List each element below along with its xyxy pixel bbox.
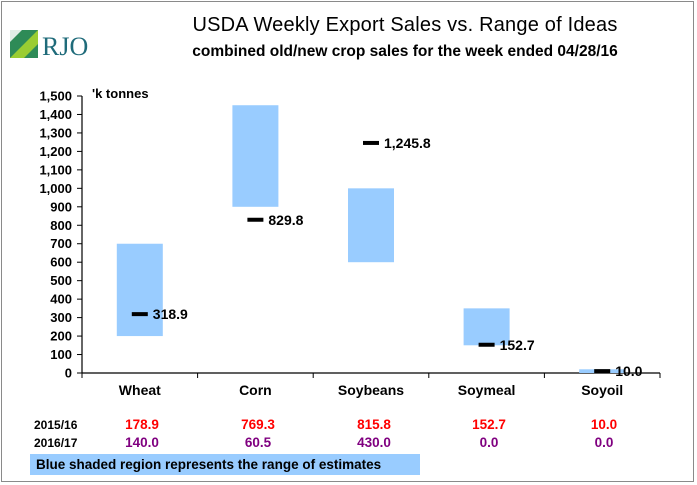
y-tick-label: 1,400	[39, 107, 72, 122]
cell-2015-16-soymeal: 152.7	[472, 417, 506, 432]
y-tick-label: 1,000	[39, 181, 72, 196]
cell-2016-17-wheat: 140.0	[125, 435, 159, 450]
actual-data-label: 10.0	[615, 363, 642, 379]
chart-subtitle: combined old/new crop sales for the week…	[192, 43, 618, 60]
y-tick-label: 1,100	[39, 162, 72, 177]
range-bar	[348, 188, 394, 263]
range-bar	[232, 105, 279, 207]
range-bars	[116, 105, 626, 373]
y-tick-label: 1,200	[39, 144, 72, 159]
y-axis: 0 100 200 300 400 500 600 700 800 900 1,000 1,100 1,…	[39, 89, 83, 381]
logo-mark-stripe	[10, 30, 38, 58]
cell-2016-17-corn: 60.5	[244, 435, 272, 450]
y-tick-label: 600	[50, 255, 72, 270]
y-tick-label: 300	[50, 310, 72, 325]
y-tick-label: 200	[50, 329, 72, 344]
cell-2015-16-corn: 769.3	[241, 417, 275, 432]
logo-text: RJO	[42, 32, 88, 61]
x-category-label: Corn	[239, 382, 272, 398]
y-tick-label: 900	[50, 199, 72, 214]
actual-data-label: 152.7	[500, 337, 535, 353]
row-label-2015-16: 2015/16	[34, 418, 78, 432]
x-axis: Wheat Corn Soybeans Soymeal Soyoil	[81, 372, 661, 398]
rjo-logo-icon: RJO	[10, 30, 88, 61]
y-tick-label: 1,500	[39, 89, 72, 104]
x-category-label: Wheat	[119, 382, 161, 398]
cell-2016-17-soymeal: 0.0	[479, 435, 499, 450]
row-label-2016-17: 2016/17	[34, 436, 78, 450]
y-tick-label: 700	[50, 236, 72, 251]
y-tick-label: 800	[50, 218, 72, 233]
chart-title: USDA Weekly Export Sales vs. Range of Id…	[192, 14, 618, 36]
cell-2015-16-soyoil: 10.0	[590, 417, 618, 432]
y-tick-label: 400	[50, 292, 72, 307]
x-category-label: Soyoil	[581, 382, 623, 398]
cell-2015-16-soybeans: 815.8	[357, 417, 391, 432]
y-axis-label: 'k tonnes	[92, 86, 149, 101]
cell-2015-16-wheat: 178.9	[125, 417, 159, 432]
actual-data-label: 318.9	[153, 306, 188, 322]
y-tick-label: 1,300	[39, 125, 72, 140]
logo-mark-corner	[10, 30, 22, 42]
y-tick-label: 500	[50, 273, 72, 288]
cell-2016-17-soyoil: 0.0	[594, 435, 614, 450]
actual-data-label: 829.8	[268, 212, 303, 228]
x-category-label: Soybeans	[338, 382, 404, 398]
cell-2016-17-soybeans: 430.0	[357, 435, 391, 450]
x-category-label: Soymeal	[458, 382, 516, 398]
y-tick-label: 100	[50, 347, 72, 362]
range-bar	[463, 308, 510, 346]
y-tick-label: 0	[65, 366, 72, 381]
range-bar-chart: 0 100 200 300 400 500 600 700 800 900 1,000 1,100 1,…	[39, 86, 661, 398]
actual-data-label: 1,245.8	[384, 135, 431, 151]
legend-note: Blue shaded region represents the range …	[30, 454, 420, 475]
range-bar	[116, 243, 163, 337]
actual-markers: 318.9 829.8 1,245.8 152.7 10.0	[131, 135, 643, 379]
